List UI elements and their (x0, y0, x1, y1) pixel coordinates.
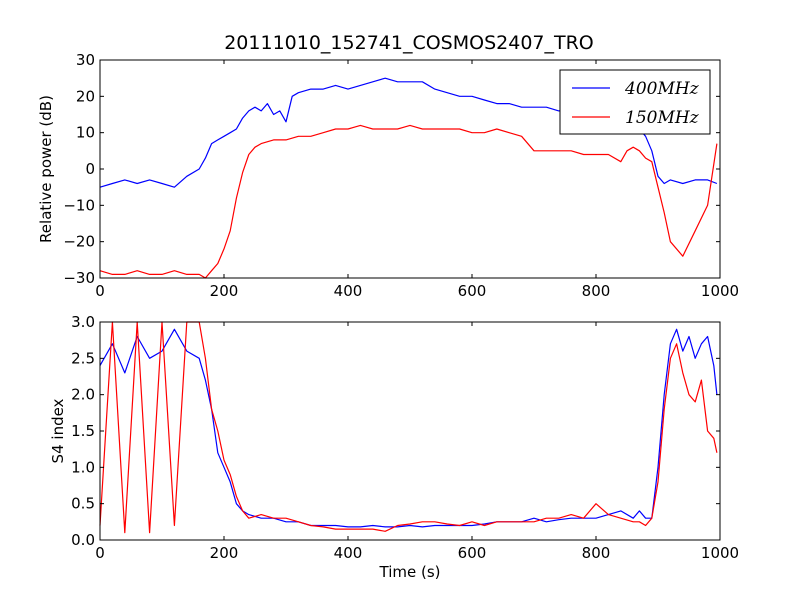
top-x-tick-label: 800 (582, 282, 611, 300)
top-y-tick-label: 0 (85, 160, 95, 178)
bottom-y-axis-label: S4 index (49, 398, 67, 463)
figure-title: 20111010_152741_COSMOS2407_TRO (224, 32, 594, 54)
bottom-x-tick-label: 800 (582, 544, 611, 562)
bottom-x-tick-label: 0 (95, 544, 105, 562)
legend-label-400mhz: 400MHz (624, 79, 700, 99)
top-x-tick-label: 0 (95, 282, 105, 300)
bottom-series-line-150mhz (99, 321, 718, 534)
bottom-y-tick-label: 2.5 (71, 349, 95, 367)
top-x-tick-label: 200 (210, 282, 239, 300)
bottom-panel-s4: 0 200 400 600 800 1000 0.0 0.5 1.0 1.5 2.0 2.5 3.0 S… (49, 313, 739, 581)
top-y-tick-label: −20 (63, 233, 95, 251)
bottom-y-tick-label: 0.0 (71, 531, 95, 549)
bottom-y-tick-label: 1.0 (71, 458, 95, 476)
bottom-axes-frame (99, 321, 721, 541)
bottom-y-tick-label: 1.5 (71, 422, 95, 440)
top-axes-frame (99, 59, 721, 279)
top-series-line-150mhz (99, 124, 718, 279)
bottom-x-tick-label: 600 (458, 544, 487, 562)
bottom-y-tick-label: 2.0 (71, 386, 95, 404)
top-x-tick-label: 400 (334, 282, 363, 300)
bottom-y-tick-label: 0.5 (71, 495, 95, 513)
top-y-tick-label: 30 (76, 51, 95, 69)
bottom-x-tick-label: 200 (210, 544, 239, 562)
bottom-x-tick-label: 1000 (701, 544, 739, 562)
top-y-axis-label: Relative power (dB) (37, 95, 55, 243)
legend: 400MHz 150MHz (559, 69, 711, 135)
bottom-x-tick-label: 400 (334, 544, 363, 562)
bottom-series-line-400mhz (99, 328, 718, 528)
top-y-tick-label: −30 (63, 269, 95, 287)
top-axis-ticks: 0 200 400 600 800 1000 −30 −20 −10 0 10 20 30 (63, 51, 739, 300)
bottom-x-axis-label: Time (s) (379, 563, 441, 581)
top-y-tick-label: 10 (76, 124, 95, 142)
bottom-series-lines (99, 321, 718, 534)
bottom-axis-ticks: 0 200 400 600 800 1000 0.0 0.5 1.0 1.5 2.0 2.5 3.0 (71, 313, 739, 562)
bottom-y-tick-label: 3.0 (71, 313, 95, 331)
top-y-tick-label: 20 (76, 87, 95, 105)
top-y-tick-label: −10 (63, 196, 95, 214)
top-x-tick-label: 1000 (701, 282, 739, 300)
legend-label-150mhz: 150MHz (625, 108, 700, 128)
top-x-tick-label: 600 (458, 282, 487, 300)
top-panel-power: 0 200 400 600 800 1000 −30 −20 −10 0 10 20 30 Relati… (37, 51, 739, 300)
legend-box (559, 69, 711, 135)
